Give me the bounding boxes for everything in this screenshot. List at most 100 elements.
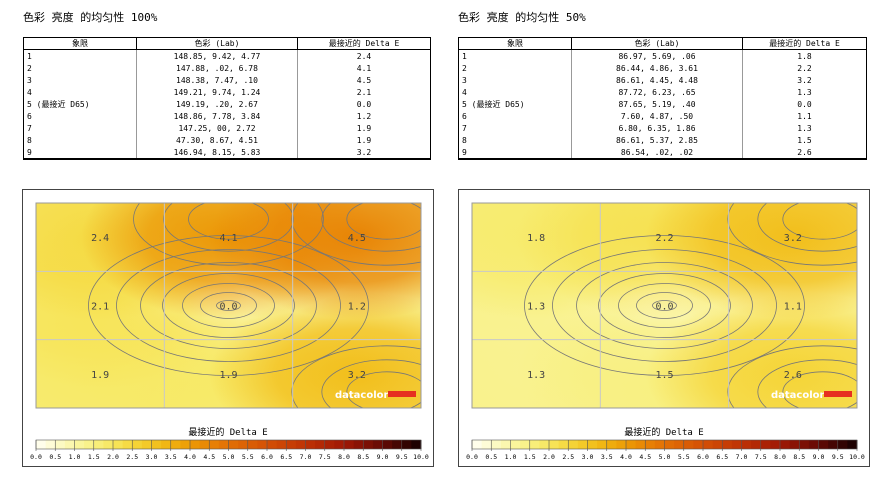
- contour-line: [346, 371, 421, 408]
- scale-swatch: [344, 440, 355, 449]
- col-lab: 色彩 (Lab): [571, 37, 743, 50]
- lab-cell: 87.65, 5.19, .40: [571, 98, 743, 110]
- scale-tick-label: 2.5: [126, 453, 138, 461]
- delta-e-cell: 2.6: [742, 146, 867, 160]
- scale-swatch: [161, 440, 172, 449]
- contour-line: [200, 292, 257, 319]
- cell-value-label: 1.1: [784, 302, 802, 313]
- scale-swatch: [180, 440, 191, 449]
- scale-tick-label: 6.0: [261, 453, 273, 461]
- scale-swatch: [382, 440, 393, 449]
- contour-line: [636, 292, 693, 319]
- heatmap-box-100: 2.4 4.1 4.5 2.1 0.0 1.2 1.9 1.9 3.2 datacolor 最接近的…: [22, 189, 434, 467]
- delta-e-cell: 3.2: [297, 146, 431, 160]
- scale-swatch: [549, 440, 560, 449]
- scale-tick-label: 3.0: [146, 453, 158, 461]
- quadrant-cell: 5 (最接近 D65): [23, 98, 137, 110]
- quadrant-cell: 4: [458, 86, 572, 98]
- table-row: 2 86.44, 4.86, 3.61 2.2: [458, 62, 867, 74]
- contour-line: [782, 203, 857, 240]
- scale-swatch: [401, 440, 412, 449]
- scale-tick-label: 7.5: [319, 453, 331, 461]
- scale-tick-label: 10.0: [849, 453, 865, 461]
- scale-swatch: [93, 440, 104, 449]
- delta-e-cell: 1.8: [742, 49, 867, 62]
- lab-cell: 148.85, 9.42, 4.77: [136, 49, 298, 62]
- scale-swatch: [481, 440, 492, 449]
- contour-line: [652, 300, 677, 311]
- contour-line: [163, 203, 294, 252]
- delta-e-cell: 1.1: [742, 110, 867, 122]
- lab-cell: 47.30, 8.67, 4.51: [136, 134, 298, 146]
- scale-tick-label: 4.5: [203, 453, 215, 461]
- scale-swatch: [520, 440, 531, 449]
- lab-cell: 148.38, 7.47, .10: [136, 74, 298, 86]
- quadrant-cell: 8: [458, 134, 572, 146]
- contour-line: [321, 359, 421, 408]
- quadrant-cell: 6: [458, 110, 572, 122]
- scale-tick-label: 5.0: [223, 453, 235, 461]
- table-row: 3 148.38, 7.47, .10 4.5: [23, 74, 431, 86]
- scale-swatch: [113, 440, 124, 449]
- scale-tick-label: 3.5: [601, 453, 613, 461]
- col-lab: 色彩 (Lab): [136, 37, 298, 50]
- table-row: 7 147.25, 00, 2.72 1.9: [23, 122, 431, 134]
- scale-swatch: [257, 440, 268, 449]
- scale-swatch: [597, 440, 608, 449]
- contour-line: [291, 345, 421, 408]
- quadrant-cell: 3: [23, 74, 137, 86]
- delta-e-cell: 4.1: [297, 62, 431, 74]
- scale-swatch: [818, 440, 829, 449]
- contour-line: [133, 203, 324, 266]
- quadrant-cell: 7: [458, 122, 572, 134]
- scale-swatch: [295, 440, 306, 449]
- table-row: 4 87.72, 6.23, .65 1.3: [458, 86, 867, 98]
- scale-tick-label: 0.0: [466, 453, 478, 461]
- scale-swatch: [372, 440, 383, 449]
- delta-e-cell: 0.0: [742, 98, 867, 110]
- scale-swatch: [558, 440, 569, 449]
- scale-swatch: [247, 440, 258, 449]
- quadrant-cell: 9: [458, 146, 572, 160]
- scale-swatch: [645, 440, 656, 449]
- scale-swatch: [780, 440, 791, 449]
- scale-swatch: [84, 440, 95, 449]
- scale-title: 最接近的 Delta E: [188, 426, 267, 438]
- table-row: 9 146.94, 8.15, 5.83 3.2: [23, 146, 431, 160]
- scale-tick-label: 5.5: [242, 453, 254, 461]
- delta-e-cell: 1.3: [742, 86, 867, 98]
- scale-swatch: [510, 440, 521, 449]
- scale-swatch: [654, 440, 665, 449]
- scale-tick-label: 7.0: [736, 453, 748, 461]
- scale-tick-label: 9.5: [832, 453, 844, 461]
- contour-line: [188, 203, 269, 240]
- quadrant-cell: 3: [458, 74, 572, 86]
- scale-swatch: [132, 440, 143, 449]
- contour-line: [182, 283, 275, 328]
- uniformity-table-50: 象限 色彩 (Lab) 最接近的 Delta E 1 86.97, 5.69, .…: [458, 37, 867, 160]
- scale-swatch: [151, 440, 162, 449]
- scale-swatch: [789, 440, 800, 449]
- scale-swatch: [529, 440, 540, 449]
- col-quadrant: 象限: [23, 37, 137, 50]
- scale-swatch: [324, 440, 335, 449]
- scale-swatch: [626, 440, 637, 449]
- scale-swatch: [751, 440, 762, 449]
- contour-line: [140, 262, 317, 349]
- scale-tick-label: 7.5: [755, 453, 767, 461]
- lab-cell: 147.25, 00, 2.72: [136, 122, 298, 134]
- scale-swatch: [305, 440, 316, 449]
- scale-tick-label: 3.5: [165, 453, 177, 461]
- quadrant-cell: 2: [23, 62, 137, 74]
- quadrant-cell: 6: [23, 110, 137, 122]
- scale-swatch: [411, 440, 422, 449]
- contour-line: [782, 371, 857, 408]
- panel-title-50: 色彩 亮度 的均匀性 50%: [458, 11, 586, 24]
- contour-line: [88, 235, 369, 376]
- lab-cell: 86.44, 4.86, 3.61: [571, 62, 743, 74]
- contour-line: [216, 300, 241, 311]
- scale-swatch: [141, 440, 152, 449]
- uniformity-table-100: 象限 色彩 (Lab) 最接近的 Delta E 1 148.85, 9.42, …: [23, 37, 431, 160]
- cell-value-label: 1.3: [527, 302, 545, 313]
- contour-line: [321, 203, 421, 252]
